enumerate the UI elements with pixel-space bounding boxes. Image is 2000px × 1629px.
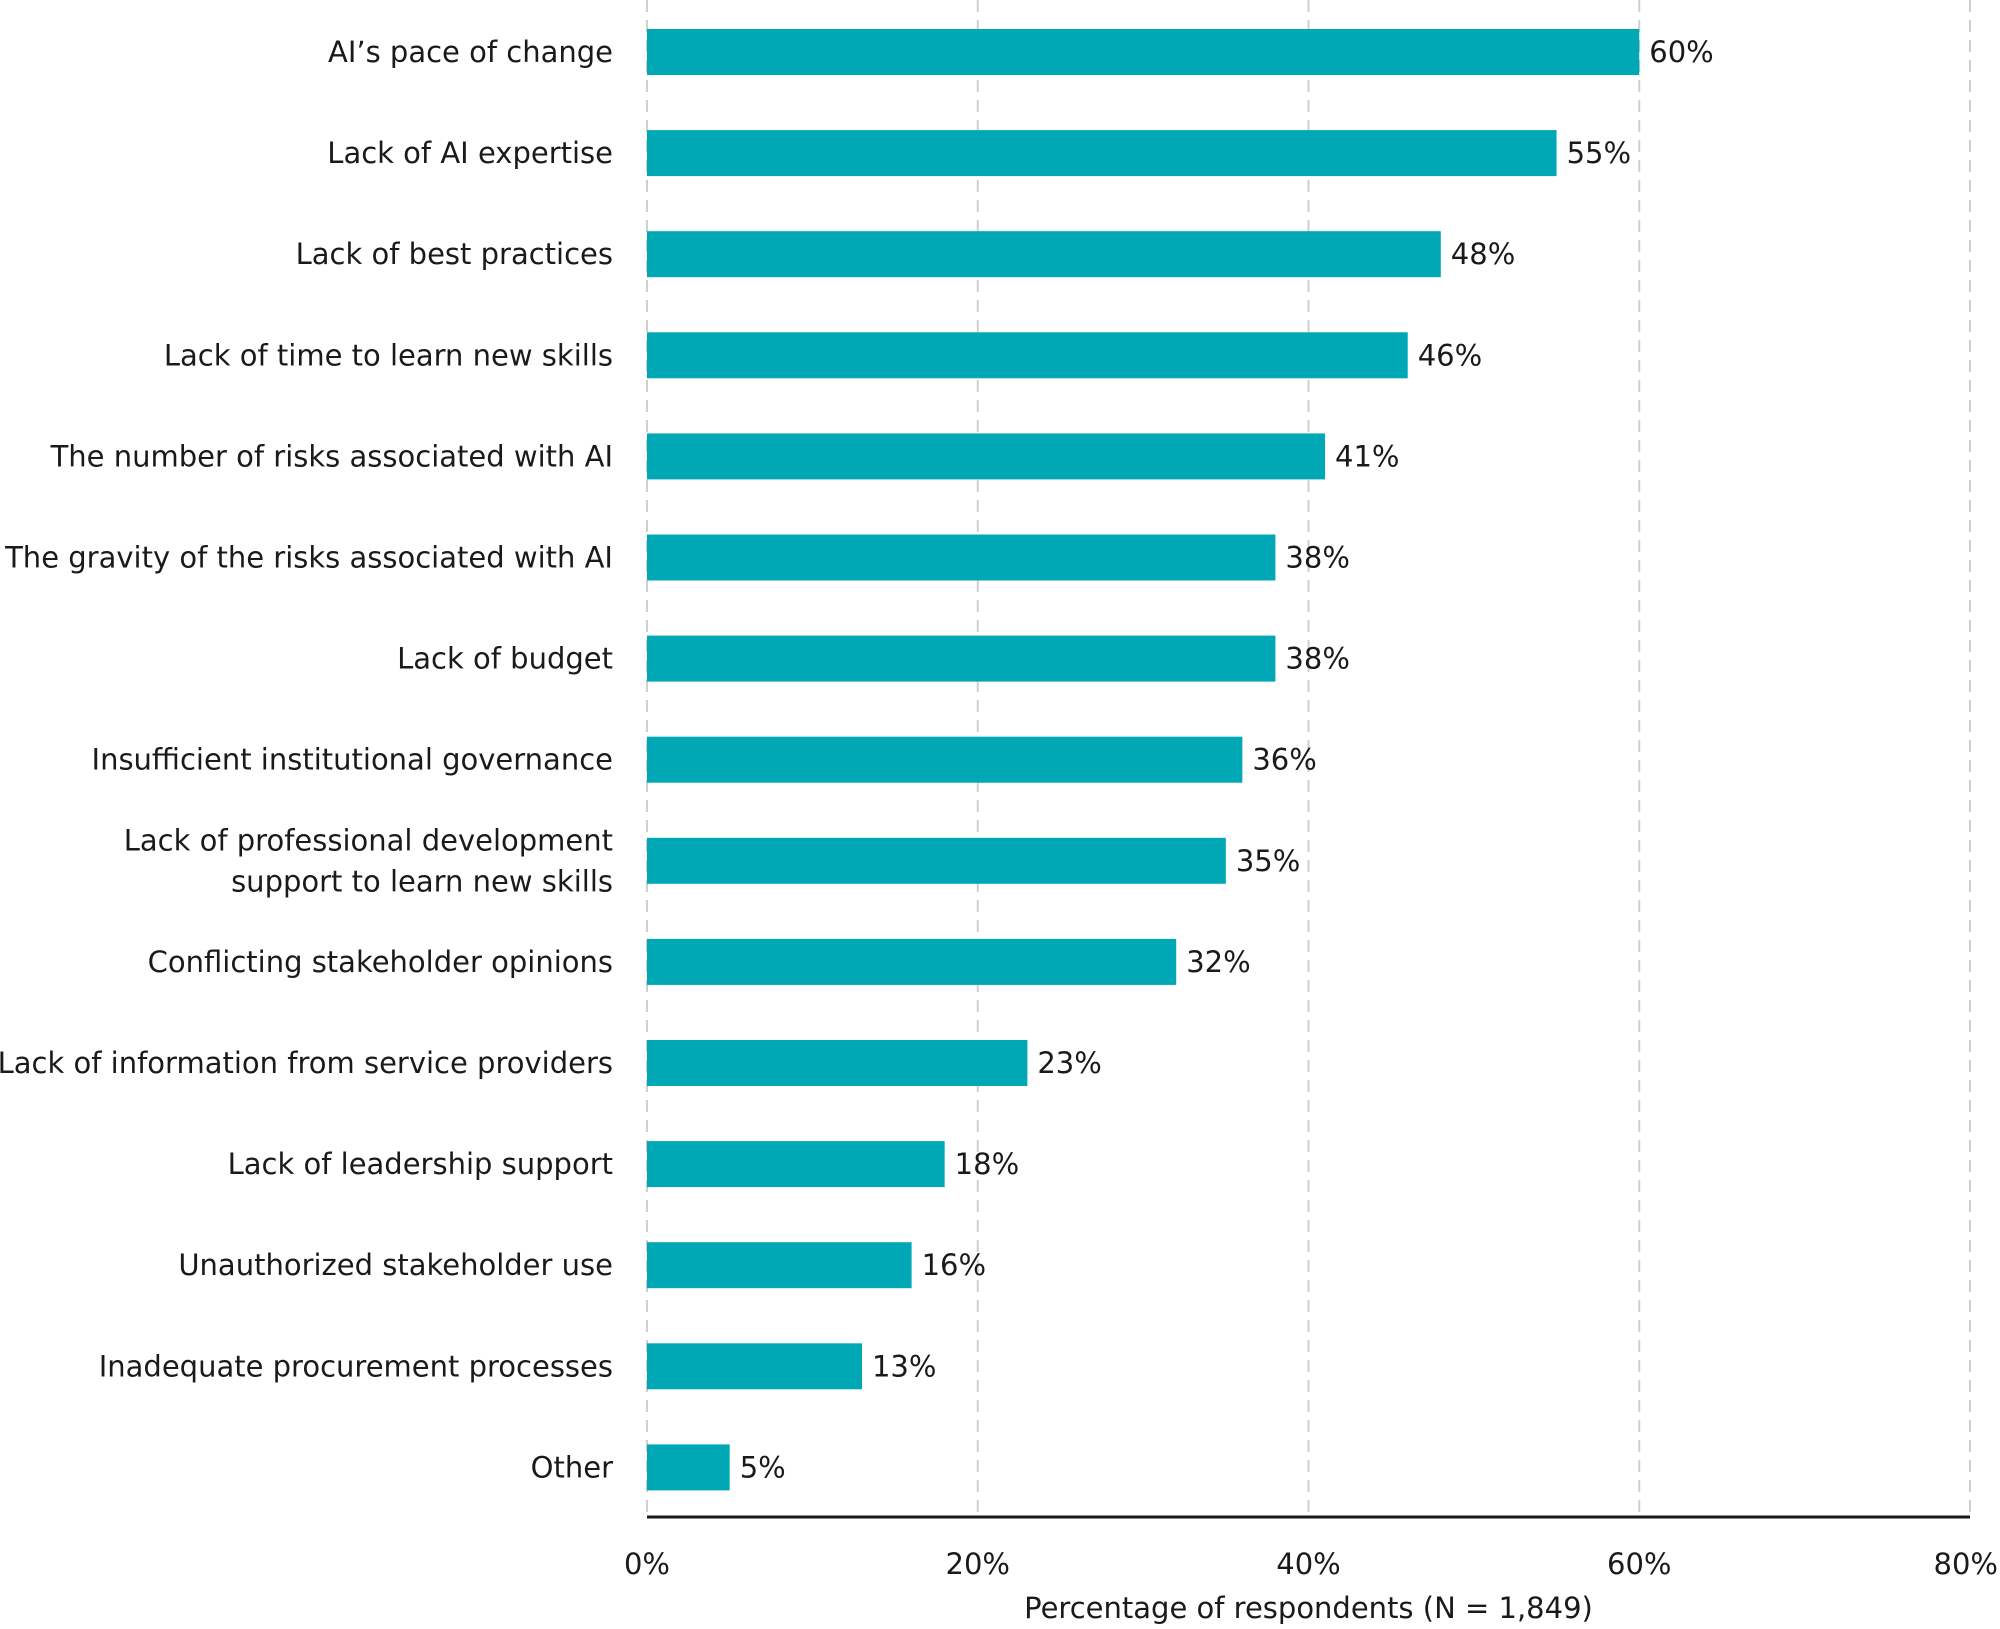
x-tick-label: 0% <box>624 1547 670 1581</box>
value-label: 36% <box>1252 743 1316 777</box>
category-label: Insufficient institutional governance <box>92 743 613 777</box>
category-label: AI’s pace of change <box>328 35 613 69</box>
bar <box>647 433 1326 480</box>
category-label: The gravity of the risks associated with… <box>4 541 613 575</box>
bar <box>647 1040 1028 1086</box>
value-label: 38% <box>1285 642 1349 676</box>
category-labels: AI’s pace of change Lack of AI expertise L… <box>0 35 613 1484</box>
value-label: 35% <box>1236 844 1300 878</box>
value-label: 55% <box>1567 136 1631 170</box>
x-axis-title: Percentage of respondents (N = 1,849) <box>1024 1591 1593 1625</box>
bar <box>647 29 1640 75</box>
bar <box>647 837 1226 884</box>
value-label: 5% <box>740 1450 786 1484</box>
bar <box>647 332 1408 379</box>
value-label: 46% <box>1418 338 1482 372</box>
value-labels: 60% 55% 48% 46% 41% 38% 38% 36% 35% 32% 23% 18% 16% 1… <box>740 35 1714 1484</box>
category-label: Inadequate procurement processes <box>99 1349 613 1383</box>
category-label: Lack of budget <box>397 642 613 676</box>
bars <box>647 29 1640 1491</box>
bar <box>647 938 1177 985</box>
bar <box>647 1141 945 1188</box>
x-tick-label: 40% <box>1276 1547 1340 1581</box>
category-label: Lack of AI expertise <box>327 136 613 170</box>
bar <box>647 736 1243 783</box>
x-tick-label: 20% <box>946 1547 1010 1581</box>
value-label: 48% <box>1451 237 1515 271</box>
bar <box>647 130 1557 177</box>
category-label: Other <box>531 1450 613 1484</box>
category-label: Lack of professional development support … <box>124 823 613 898</box>
x-tick-labels: 0% 20% 40% 60% 80% <box>624 1547 1998 1581</box>
value-label: 18% <box>955 1147 1019 1181</box>
category-label: The number of risks associated with AI <box>50 439 613 473</box>
category-label: Lack of best practices <box>296 237 613 271</box>
x-tick-label: 60% <box>1607 1547 1671 1581</box>
bar <box>647 1444 730 1491</box>
category-label: Lack of information from service provide… <box>0 1046 613 1080</box>
bar <box>647 534 1276 581</box>
category-label: Conflicting stakeholder opinions <box>148 945 613 979</box>
value-label: 23% <box>1037 1046 1101 1080</box>
value-label: 41% <box>1335 439 1399 473</box>
category-label: Lack of leadership support <box>228 1147 613 1181</box>
bar <box>647 1242 912 1289</box>
bar <box>647 635 1276 682</box>
bar <box>647 231 1441 278</box>
value-label: 32% <box>1186 945 1250 979</box>
value-label: 13% <box>872 1349 936 1383</box>
bar <box>647 1343 862 1390</box>
value-label: 16% <box>922 1248 986 1282</box>
category-label: Unauthorized stakeholder use <box>178 1248 613 1282</box>
category-label: Lack of time to learn new skills <box>164 338 613 372</box>
value-label: 38% <box>1285 541 1349 575</box>
value-label: 60% <box>1649 35 1713 69</box>
x-tick-label: 80% <box>1934 1547 1998 1581</box>
